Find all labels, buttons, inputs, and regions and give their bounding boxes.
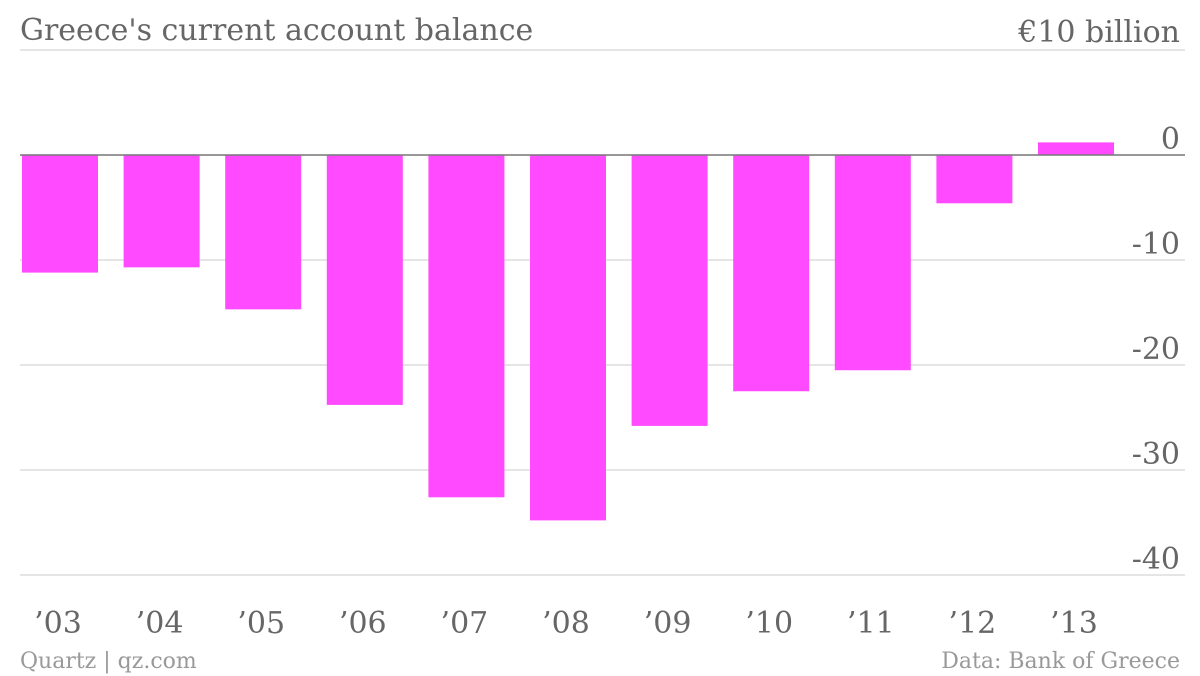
x-tick-label: ’12	[949, 606, 997, 641]
x-tick-label: ’07	[441, 606, 489, 641]
x-tick-label: ’09	[644, 606, 692, 641]
unit-label: €10 billion	[1017, 15, 1180, 50]
bar	[428, 155, 505, 498]
data-source: Data: Bank of Greece	[941, 649, 1180, 674]
bar	[225, 155, 302, 310]
y-tick-label: -20	[1132, 332, 1180, 367]
y-tick-label: -10	[1132, 227, 1180, 262]
y-tick-label: 0	[1161, 122, 1180, 157]
bar	[22, 155, 98, 273]
x-tick-label: ’10	[745, 606, 793, 641]
bar	[123, 155, 200, 268]
bar	[834, 155, 911, 371]
x-tick-label: ’03	[34, 606, 82, 641]
bar	[326, 155, 403, 405]
chart-title: Greece's current account balance	[20, 13, 533, 48]
x-tick-label: ’04	[136, 606, 184, 641]
y-tick-labels: 0 -10 -20 -30 -40	[1132, 122, 1180, 577]
x-tick-label: ’13	[1050, 606, 1098, 641]
x-tick-labels: ’03 ’04 ’05 ’06 ’07 ’08 ’09 ’10 ’11 ’12 ’13	[34, 606, 1098, 641]
x-tick-label: ’06	[339, 606, 387, 641]
x-tick-label: ’11	[847, 606, 895, 641]
y-tick-label: -30	[1132, 437, 1180, 472]
bar	[733, 155, 810, 392]
bar	[936, 155, 1013, 204]
bar	[530, 155, 606, 521]
bar	[631, 155, 708, 426]
x-tick-label: ’05	[237, 606, 285, 641]
bars	[22, 142, 1114, 521]
x-tick-label: ’08	[542, 606, 590, 641]
bar	[1038, 142, 1114, 155]
y-tick-label: -40	[1132, 542, 1180, 577]
source-credit: Quartz | qz.com	[20, 649, 197, 674]
